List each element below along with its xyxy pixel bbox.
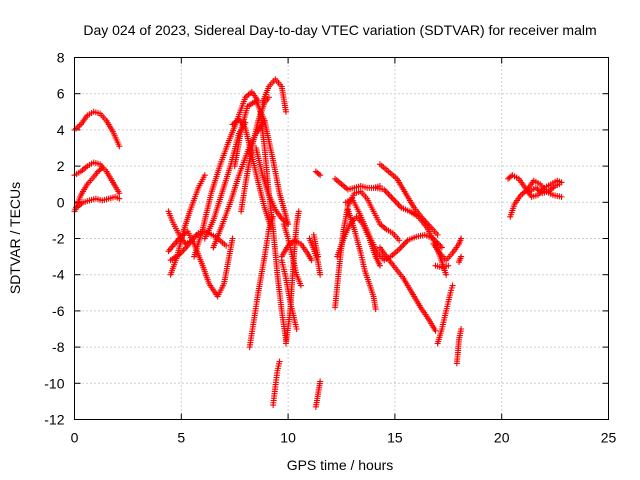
series-arc-22: [278, 237, 315, 264]
y-axis-label: SDTVAR / TECUs: [7, 182, 23, 294]
series-arc-13: [229, 116, 275, 231]
data-point-marker: [317, 271, 324, 278]
x-tick-label: 5: [177, 430, 185, 446]
series-arc-07: [165, 228, 236, 300]
data-point-marker: [282, 108, 289, 115]
x-tick-label: 20: [494, 430, 510, 446]
x-tick-label: 15: [387, 430, 403, 446]
data-point-marker: [229, 235, 236, 242]
x-tick-label: 25: [601, 430, 617, 446]
series-arc-32: [342, 195, 445, 264]
series-arc-14: [259, 76, 289, 115]
series-arc-35: [372, 184, 450, 278]
plot-frame: [74, 57, 609, 420]
series-arc-25: [270, 358, 283, 409]
y-tick-label: 4: [57, 122, 65, 138]
y-tick-label: -10: [44, 375, 64, 391]
series-arc-38: [432, 262, 452, 271]
data-point-marker: [317, 172, 324, 179]
data-point-marker: [558, 193, 565, 200]
series-arc-27: [312, 168, 324, 179]
data-point-marker: [265, 94, 272, 101]
series-arc-11: [201, 119, 249, 242]
series-arc-26: [312, 378, 324, 410]
data-point-marker: [434, 231, 441, 238]
data-point-marker: [396, 237, 403, 244]
data-point-marker: [315, 170, 322, 177]
data-point-marker: [116, 190, 123, 197]
y-tick-label: -2: [52, 231, 65, 247]
y-tick-label: -6: [52, 303, 65, 319]
series-arc-23: [306, 235, 324, 278]
data-point-marker: [556, 181, 563, 188]
data-point-marker: [445, 262, 452, 269]
x-tick-label: 0: [71, 430, 79, 446]
series-arc-37: [434, 282, 456, 347]
data-point-marker: [97, 166, 104, 173]
series-arc-04: [73, 193, 123, 211]
y-tick-label: -4: [52, 267, 65, 283]
chart-title: Day 024 of 2023, Sidereal Day-to-day VTE…: [83, 22, 596, 38]
data-point-marker: [372, 306, 379, 313]
data-point-marker: [458, 235, 465, 242]
data-point-marker: [223, 242, 230, 249]
data-point-marker: [458, 253, 465, 260]
series-arc-02: [71, 159, 123, 197]
series-arc-43: [526, 181, 563, 197]
y-tick-label: 2: [57, 158, 65, 174]
data-point-marker: [116, 143, 123, 150]
series-arc-21: [282, 208, 302, 347]
y-tick-label: 0: [57, 194, 65, 210]
axis-ticks: [74, 57, 609, 420]
series-arc-18: [246, 213, 277, 351]
y-tick-label: -8: [52, 339, 65, 355]
series-arc-40: [453, 326, 465, 367]
data-point-marker: [376, 262, 383, 269]
data-point-marker: [201, 172, 208, 179]
data-point-marker: [276, 358, 283, 365]
tick-labels: 0 5 10 15 20 25 -12 -10 -8 -6 -4 -2 0 2 4 6 8: [44, 50, 616, 446]
series-arc-09: [191, 88, 262, 260]
data-point-marker: [317, 378, 324, 385]
x-tick-label: 10: [280, 430, 296, 446]
data-point-marker: [270, 213, 277, 220]
x-axis-label: GPS time / hours: [287, 457, 394, 473]
data-point-marker: [116, 195, 123, 202]
data-markers: [71, 76, 565, 410]
series-arc-01: [71, 108, 123, 150]
data-point-marker: [432, 327, 439, 334]
series-arc-39: [455, 253, 465, 266]
y-tick-label: 6: [57, 86, 65, 102]
data-point-marker: [458, 326, 465, 332]
series-arc-24: [310, 231, 322, 260]
series-arc-16: [238, 94, 272, 215]
data-point-marker: [443, 271, 450, 278]
series-arc-36: [430, 235, 465, 264]
data-point-marker: [308, 257, 315, 264]
data-point-marker: [297, 282, 304, 289]
series-arc-33: [376, 244, 439, 334]
series-arc-31: [344, 206, 379, 313]
y-tick-label: 8: [57, 50, 65, 66]
data-point-marker: [295, 208, 302, 215]
y-tick-label: -12: [44, 412, 64, 428]
data-point-marker: [99, 164, 106, 171]
data-point-marker: [449, 282, 456, 289]
data-point-marker: [293, 326, 300, 332]
data-point-marker: [315, 253, 322, 260]
